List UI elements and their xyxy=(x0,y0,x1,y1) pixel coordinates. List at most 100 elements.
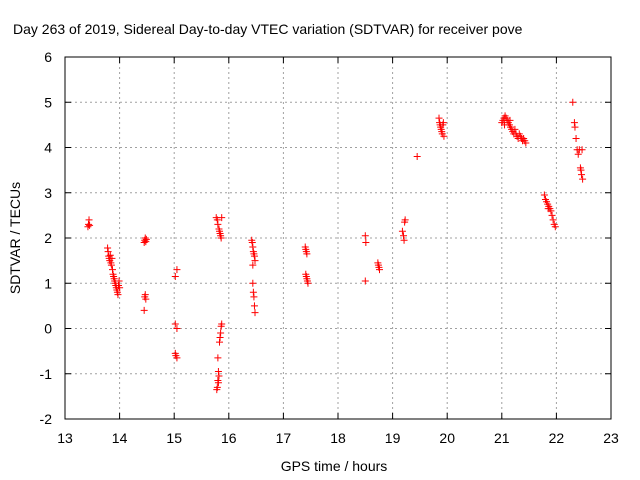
data-point xyxy=(551,223,559,231)
data-point xyxy=(106,251,114,259)
data-point xyxy=(249,261,257,269)
data-point xyxy=(578,146,586,154)
data-point xyxy=(577,166,585,174)
data-point xyxy=(104,244,112,252)
data-point xyxy=(214,354,222,362)
data-point xyxy=(579,175,587,183)
data-point xyxy=(578,171,586,179)
data-point xyxy=(141,291,149,299)
data-point xyxy=(398,227,406,235)
data-point xyxy=(108,254,116,262)
data-point xyxy=(501,121,509,129)
y-tick-label: 6 xyxy=(44,49,52,65)
x-tick-label: 17 xyxy=(276,430,292,446)
y-tick-label: -1 xyxy=(40,366,53,382)
data-point xyxy=(142,235,150,243)
data-point xyxy=(574,150,582,158)
data-point xyxy=(171,272,179,280)
data-point xyxy=(213,216,221,224)
data-point xyxy=(361,232,369,240)
data-point xyxy=(400,236,408,244)
data-point xyxy=(215,372,223,380)
x-axis-label: GPS time / hours xyxy=(281,458,388,474)
data-point xyxy=(213,386,221,394)
data-points xyxy=(84,98,587,394)
data-point xyxy=(86,221,94,229)
y-tick-label: 2 xyxy=(44,230,52,246)
data-point xyxy=(506,116,514,124)
data-point xyxy=(142,295,150,303)
data-point xyxy=(548,211,556,219)
y-axis-label: SDTVAR / TECUs xyxy=(7,182,23,294)
data-point xyxy=(439,119,447,127)
data-point xyxy=(218,320,226,328)
x-tick-label: 23 xyxy=(603,430,619,446)
data-point xyxy=(173,354,181,362)
y-tick-label: 1 xyxy=(44,275,52,291)
data-point xyxy=(217,329,225,337)
data-point xyxy=(375,266,383,274)
y-tick-label: 4 xyxy=(44,140,52,156)
data-point xyxy=(171,320,179,328)
x-tick-label: 22 xyxy=(549,430,565,446)
data-point xyxy=(361,277,369,285)
data-point xyxy=(401,216,409,224)
data-point xyxy=(84,220,92,228)
data-point xyxy=(549,216,557,224)
y-tick-label: -2 xyxy=(40,411,53,427)
data-point xyxy=(173,325,181,332)
x-tick-label: 18 xyxy=(330,430,346,446)
x-tick-label: 20 xyxy=(439,430,455,446)
data-point xyxy=(218,214,226,222)
data-point xyxy=(216,334,224,342)
data-point xyxy=(250,302,258,310)
data-point xyxy=(217,234,225,242)
data-point xyxy=(140,306,148,314)
data-point xyxy=(362,239,370,247)
data-point xyxy=(85,216,93,224)
data-point xyxy=(249,288,257,296)
data-point xyxy=(544,205,552,213)
data-point xyxy=(400,232,408,240)
data-point xyxy=(413,153,421,161)
data-point xyxy=(572,134,580,142)
data-point xyxy=(214,220,222,228)
y-tick-label: 3 xyxy=(44,185,52,201)
x-tick-label: 16 xyxy=(221,430,237,446)
data-point xyxy=(104,248,112,256)
data-point xyxy=(107,261,115,269)
x-tick-label: 15 xyxy=(166,430,182,446)
data-point xyxy=(440,132,448,140)
data-point xyxy=(116,284,124,292)
data-point xyxy=(141,234,149,242)
x-tick-label: 14 xyxy=(112,430,128,446)
data-point xyxy=(303,250,311,258)
y-tick-label: 5 xyxy=(44,94,52,110)
data-point xyxy=(248,239,256,247)
data-point xyxy=(569,98,577,106)
data-point xyxy=(522,139,530,147)
data-point xyxy=(214,367,222,375)
data-point xyxy=(115,277,123,285)
x-tick-label: 21 xyxy=(494,430,510,446)
x-tick-label: 13 xyxy=(57,430,73,446)
data-point xyxy=(173,266,181,274)
data-point xyxy=(540,191,548,199)
data-point xyxy=(571,123,579,131)
data-point xyxy=(250,252,258,260)
data-point xyxy=(435,114,443,122)
data-point xyxy=(251,257,259,265)
data-point xyxy=(249,243,257,251)
grid-layer xyxy=(65,57,611,419)
data-point xyxy=(214,379,222,387)
data-point xyxy=(114,291,122,299)
data-point xyxy=(109,266,117,274)
x-tick-label: 19 xyxy=(385,430,401,446)
data-point xyxy=(216,338,224,346)
data-point xyxy=(304,279,312,287)
data-point xyxy=(570,119,578,127)
y-tick-label: 0 xyxy=(44,321,52,337)
data-point xyxy=(251,309,259,317)
